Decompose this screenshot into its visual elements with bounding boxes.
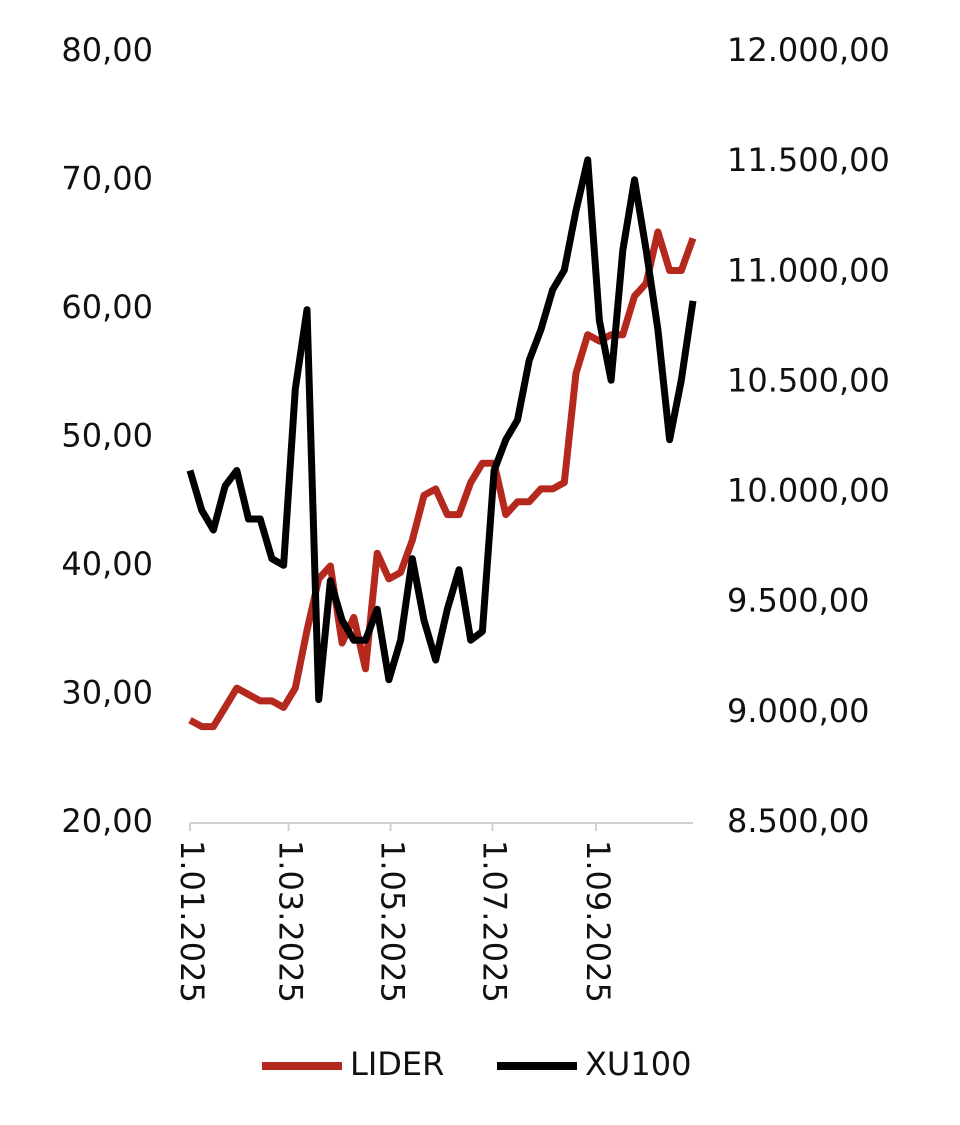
y-tick-label: 80,00 <box>61 31 153 69</box>
x-tick-label: 1.07.2025 <box>475 840 513 1003</box>
y-tick-label: 60,00 <box>61 288 153 326</box>
legend-label: LIDER <box>350 1045 444 1083</box>
legend-label: XU100 <box>585 1045 691 1083</box>
x-tick-label: 1.09.2025 <box>579 840 617 1003</box>
x-tick-label: 1.01.2025 <box>173 840 211 1003</box>
x-tick-label: 1.03.2025 <box>272 840 310 1003</box>
y-tick-label: 30,00 <box>61 674 153 712</box>
y2-tick-label: 12.000,00 <box>727 31 890 69</box>
y2-tick-label: 9.500,00 <box>727 582 870 620</box>
y-tick-label: 50,00 <box>61 417 153 455</box>
y2-tick-label: 9.000,00 <box>727 692 870 730</box>
y-tick-label: 70,00 <box>61 160 153 198</box>
y2-tick-label: 11.000,00 <box>727 251 890 289</box>
y2-tick-label: 11.500,00 <box>727 141 890 179</box>
y2-tick-label: 10.000,00 <box>727 472 890 510</box>
x-tick-label: 1.05.2025 <box>374 840 412 1003</box>
y-tick-label: 40,00 <box>61 545 153 583</box>
y-tick-label: 20,00 <box>61 802 153 840</box>
series-line <box>188 228 697 731</box>
y2-tick-label: 8.500,00 <box>727 802 870 840</box>
y2-tick-label: 10.500,00 <box>727 361 890 399</box>
series-line <box>186 156 697 704</box>
